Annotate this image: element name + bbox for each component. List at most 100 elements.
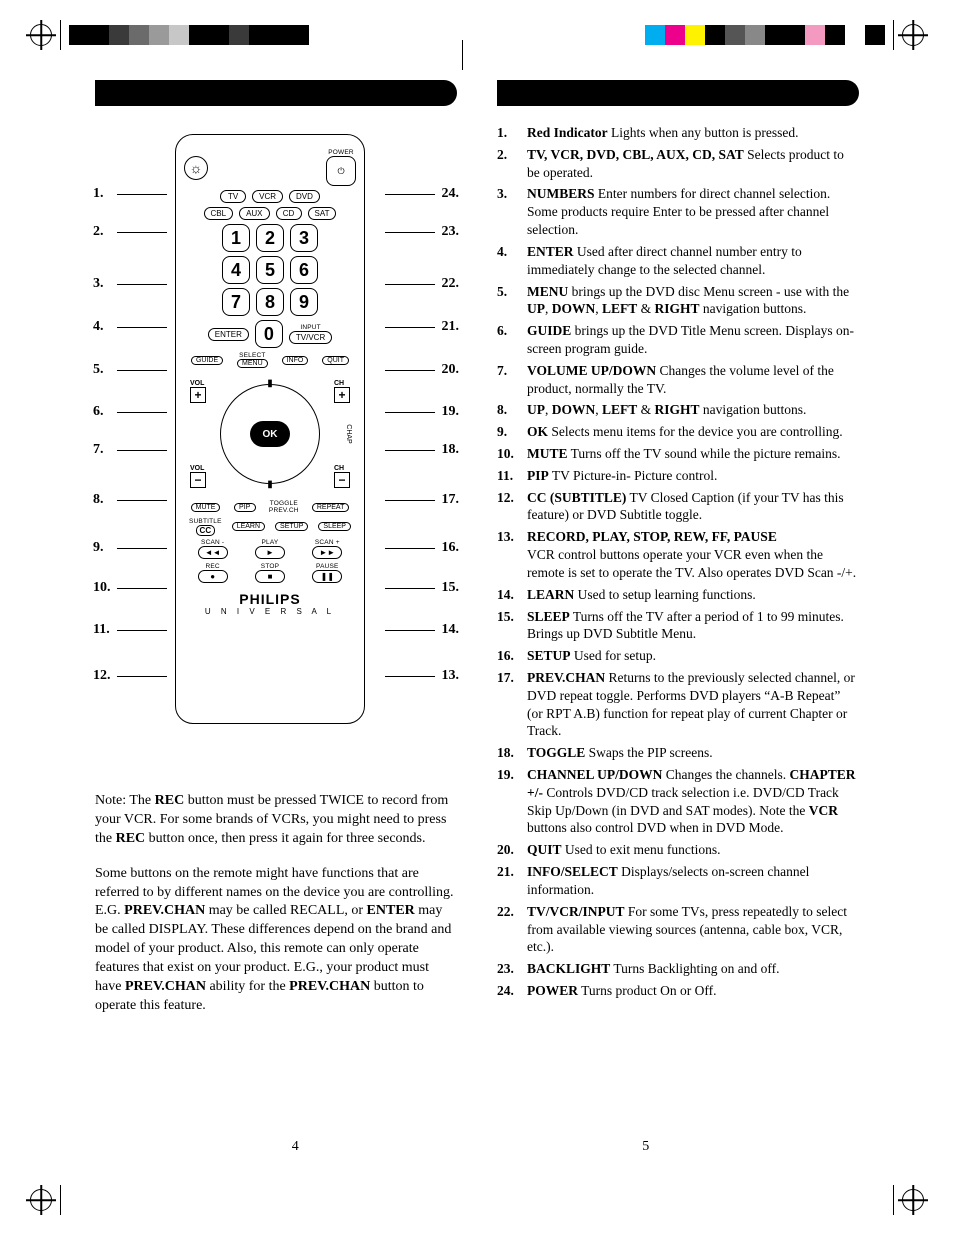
description-item: GUIDE brings up the DVD Title Menu scree… (497, 322, 859, 358)
description-item: MUTE Turns off the TV sound while the pi… (497, 445, 859, 463)
number-button: 3 (290, 224, 318, 252)
learn-button: LEARN (232, 522, 265, 531)
description-item: VOLUME UP/DOWN Changes the volume level … (497, 362, 859, 398)
description-item: BACKLIGHT Turns Backlighting on and off. (497, 960, 859, 978)
setup-button: SETUP (275, 522, 308, 531)
callout-number: 9. (93, 540, 104, 556)
device-button: CD (276, 207, 302, 220)
description-item: CC (SUBTITLE) TV Closed Caption (if your… (497, 489, 859, 525)
description-item: ENTER Used after direct channel number e… (497, 243, 859, 279)
callout-number: 20. (442, 362, 460, 378)
number-button: 7 (222, 288, 250, 316)
description-item: TV/VCR/INPUT For some TVs, press repeate… (497, 903, 859, 956)
info-button: INFO (282, 356, 309, 365)
rec-button: ● (198, 570, 228, 583)
number-button: 8 (256, 288, 284, 316)
callout-number: 13. (442, 668, 460, 684)
remote-diagram: 1.2.3.4.5.6.7.8.9.10.11.12. 24.23.22.21.… (95, 124, 457, 764)
quit-button: QUIT (322, 356, 349, 365)
registration-mark-icon (30, 24, 52, 46)
power-label: POWER (326, 149, 356, 156)
color-bar (645, 25, 885, 45)
callout-number: 4. (93, 319, 104, 335)
callout-number: 3. (93, 276, 104, 292)
note-paragraph-2: Some buttons on the remote might have fu… (95, 865, 457, 1016)
page-number-right: 5 (642, 1139, 649, 1155)
subbrand-label: U N I V E R S A L (184, 607, 356, 616)
grayscale-bar (69, 25, 309, 45)
sleep-button: SLEEP (318, 522, 351, 531)
remote-outline: ☼ POWER ⏻ TVVCRDVD CBLAUXCDSAT 123 456 7… (175, 134, 365, 724)
callout-number: 22. (442, 276, 460, 292)
device-button: CBL (204, 207, 234, 220)
registration-mark-icon (902, 24, 924, 46)
device-button: SAT (308, 207, 337, 220)
nav-pad: OK VOL+ CH+ VOL− CH− ▮▮ CHAP (184, 374, 356, 494)
brand-label: PHILIPS (184, 591, 356, 607)
registration-mark-icon (30, 1189, 52, 1211)
number-button: 9 (290, 288, 318, 316)
description-item: Red Indicator Lights when any button is … (497, 124, 859, 142)
number-button: 1 (222, 224, 250, 252)
power-button: ⏻ (326, 156, 356, 186)
callout-number: 17. (442, 492, 460, 508)
notes-block: Note: The REC button must be pressed TWI… (95, 792, 457, 1032)
cc-button: CC (196, 525, 216, 536)
crop-marks-top (0, 20, 954, 50)
callout-number: 21. (442, 319, 460, 335)
stop-button: ■ (255, 570, 285, 583)
callout-number: 7. (93, 442, 104, 458)
description-item: RECORD, PLAY, STOP, REW, FF, PAUSE VCR c… (497, 528, 859, 581)
pause-button: ❚❚ (312, 570, 342, 583)
rew-button: ◄◄ (198, 546, 228, 559)
note-paragraph-1: Note: The REC button must be pressed TWI… (95, 792, 457, 849)
device-button: AUX (239, 207, 269, 220)
callout-number: 24. (442, 186, 460, 202)
description-item: PREV.CHAN Returns to the previously sele… (497, 669, 859, 740)
callout-number: 14. (442, 622, 460, 638)
description-item: INFO/SELECT Displays/selects on-screen c… (497, 863, 859, 899)
mute-button: MUTE (191, 503, 221, 512)
page-spread: 1.2.3.4.5.6.7.8.9.10.11.12. 24.23.22.21.… (95, 80, 859, 1155)
description-item: LEARN Used to setup learning functions. (497, 586, 859, 604)
callout-number: 1. (93, 186, 104, 202)
left-column: 1.2.3.4.5.6.7.8.9.10.11.12. 24.23.22.21.… (95, 80, 457, 1155)
callout-number: 19. (442, 404, 460, 420)
callout-number: 15. (442, 580, 460, 596)
callout-number: 16. (442, 540, 460, 556)
callout-number: 18. (442, 442, 460, 458)
ff-button: ►► (312, 546, 342, 559)
description-item: TV, VCR, DVD, CBL, AUX, CD, SAT Selects … (497, 146, 859, 182)
device-button: TV (220, 190, 246, 203)
registration-mark-icon (902, 1189, 924, 1211)
tvvcr-button: TV/VCR (289, 331, 332, 344)
ok-button: OK (250, 421, 290, 447)
menu-button: MENU (237, 359, 268, 368)
section-header-bar (497, 80, 859, 106)
pip-button: PIP (234, 503, 256, 512)
callout-number: 23. (442, 224, 460, 240)
number-button: 4 (222, 256, 250, 284)
right-column: Red Indicator Lights when any button is … (497, 80, 859, 1155)
device-button: VCR (252, 190, 283, 203)
play-button: ► (255, 546, 285, 559)
description-item: UP, DOWN, LEFT & RIGHT navigation button… (497, 401, 859, 419)
callout-number: 2. (93, 224, 104, 240)
section-header-bar (95, 80, 457, 106)
description-item: CHANNEL UP/DOWN Changes the channels. CH… (497, 766, 859, 837)
description-item: QUIT Used to exit menu functions. (497, 841, 859, 859)
callout-number: 6. (93, 404, 104, 420)
description-item: MENU brings up the DVD disc Menu screen … (497, 283, 859, 319)
description-item: SETUP Used for setup. (497, 647, 859, 665)
description-item: SLEEP Turns off the TV after a period of… (497, 608, 859, 644)
callout-number: 10. (93, 580, 111, 596)
number-button: 6 (290, 256, 318, 284)
description-item: PIP TV Picture-in- Picture control. (497, 467, 859, 485)
number-button: 2 (256, 224, 284, 252)
descriptions-list: Red Indicator Lights when any button is … (497, 124, 859, 1004)
callout-number: 5. (93, 362, 104, 378)
number-button: 5 (256, 256, 284, 284)
backlight-button: ☼ (184, 156, 208, 180)
number-button-0: 0 (255, 320, 283, 348)
repeat-button: REPEAT (312, 503, 350, 512)
